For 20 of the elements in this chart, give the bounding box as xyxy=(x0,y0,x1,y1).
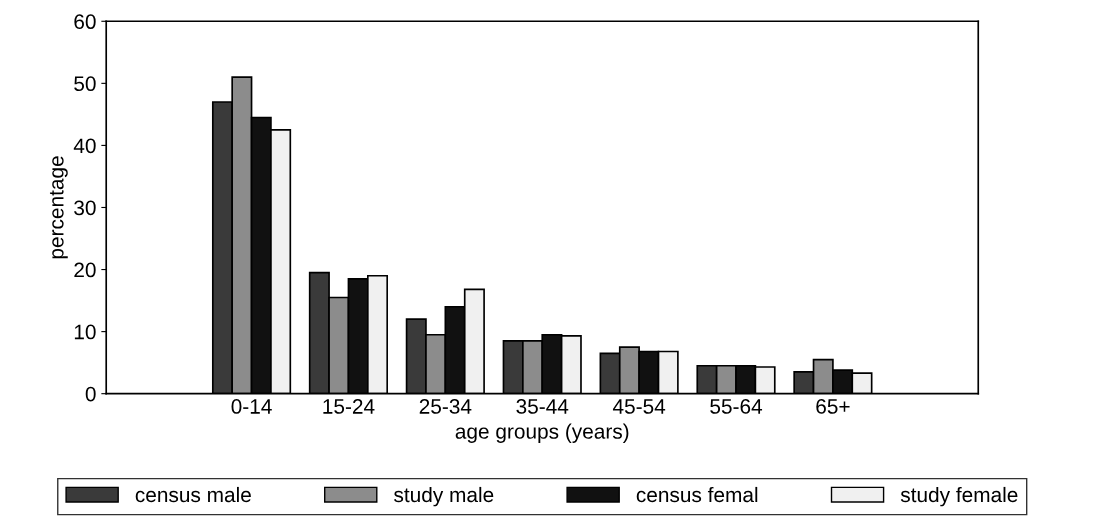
y-tick-label: 60 xyxy=(74,14,96,30)
legend-label: census male xyxy=(135,486,251,503)
y-tick-label: 20 xyxy=(74,262,96,278)
y-tick-label: 0 xyxy=(85,386,96,402)
x-tick-label: 0-14 xyxy=(231,399,272,414)
y-tick-label: 10 xyxy=(74,324,96,340)
x-tick-label: 25-34 xyxy=(419,399,472,414)
x-tick-label: 45-54 xyxy=(612,399,666,414)
x-tick-label: 65+ xyxy=(816,399,850,414)
y-axis-title: percentage xyxy=(49,156,68,259)
y-tick-label: 40 xyxy=(73,138,96,154)
x-tick-label: 35-44 xyxy=(516,399,569,414)
y-tick-label: 30 xyxy=(74,200,96,216)
x-tick-label: 15-24 xyxy=(323,399,375,414)
y-tick-label: 50 xyxy=(74,76,96,92)
legend-label: study male xyxy=(394,486,494,507)
legend-label: study female xyxy=(900,486,1018,507)
x-axis-title: age groups (years) xyxy=(455,423,629,443)
legend-label: census femal xyxy=(636,486,758,503)
x-tick-label: 55-64 xyxy=(710,399,763,414)
